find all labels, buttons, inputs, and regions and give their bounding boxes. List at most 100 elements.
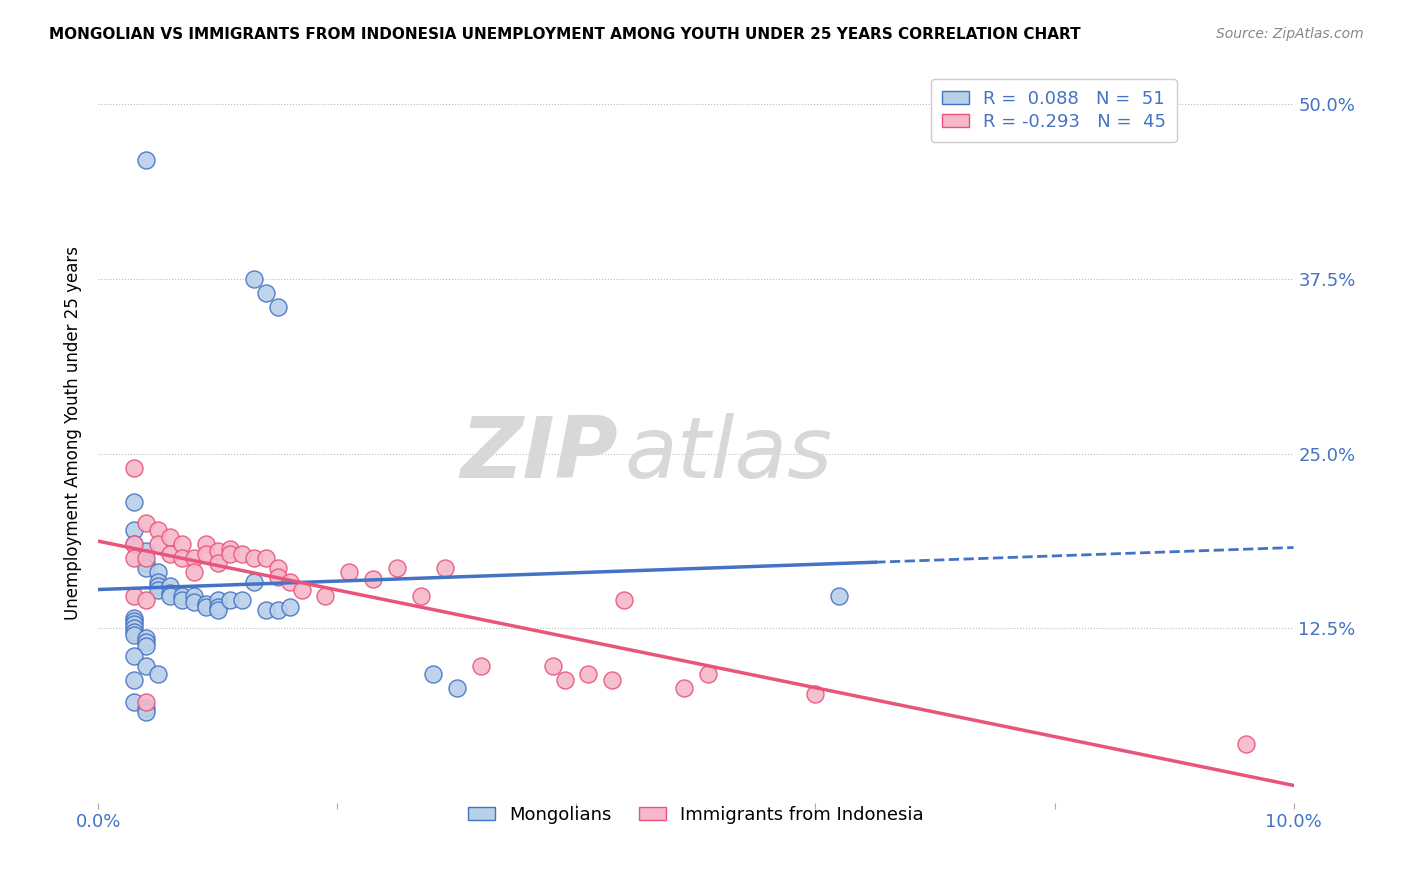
Point [172,551,194,566]
Point [135,561,157,575]
Point [231,593,253,607]
Point [159,579,181,593]
Text: MONGOLIAN VS IMMIGRANTS FROM INDONESIA UNEMPLOYMENT AMONG YOUTH UNDER 25 YEARS C: MONGOLIAN VS IMMIGRANTS FROM INDONESIA U… [49,27,1081,42]
Point [135,593,157,607]
Point [135,631,157,645]
Point [385,561,409,575]
Point [159,547,181,561]
Point [124,649,146,664]
Point [315,589,337,603]
Point [697,667,720,681]
Point [159,589,181,603]
Point [124,524,146,538]
Point [446,681,468,696]
Point [267,561,290,575]
Point [183,551,205,566]
Point [124,695,146,709]
Text: Source: ZipAtlas.com: Source: ZipAtlas.com [1216,27,1364,41]
Point [207,593,229,607]
Point [541,659,564,673]
Point [124,625,146,640]
Point [172,593,194,607]
Point [207,603,229,617]
Point [243,575,266,590]
Point [470,659,492,673]
Text: atlas: atlas [624,413,832,496]
Point [148,575,170,590]
Point [243,551,266,566]
Point [673,681,696,696]
Point [183,566,205,580]
Point [422,667,444,681]
Point [183,594,205,608]
Point [183,589,205,603]
Point [1234,737,1257,751]
Point [219,547,242,561]
Point [219,541,242,556]
Point [124,589,146,603]
Point [267,569,290,583]
Point [172,537,194,551]
Point [578,667,600,681]
Point [828,589,851,603]
Point [243,272,266,286]
Point [148,667,170,681]
Point [135,695,157,709]
Point [135,544,157,558]
Point [195,537,218,551]
Point [172,589,194,603]
Point [278,600,301,615]
Point [231,547,253,561]
Point [613,593,636,607]
Point [124,621,146,635]
Point [135,701,157,715]
Y-axis label: Unemployment Among Youth under 25 years: Unemployment Among Youth under 25 years [65,245,83,620]
Point [804,687,827,701]
Point [124,495,146,509]
Point [124,460,146,475]
Point [135,640,157,654]
Legend: Mongolians, Immigrants from Indonesia: Mongolians, Immigrants from Indonesia [461,798,931,830]
Point [195,598,218,612]
Point [135,556,157,570]
Point [124,611,146,625]
Point [135,516,157,531]
Point [254,285,277,300]
Point [219,593,242,607]
Point [207,544,229,558]
Point [135,659,157,673]
Point [207,556,229,570]
Point [434,561,457,575]
Point [124,628,146,642]
Point [124,617,146,632]
Point [124,673,146,687]
Point [148,537,170,551]
Point [267,603,290,617]
Point [124,537,146,551]
Point [267,300,290,314]
Point [207,600,229,615]
Point [291,583,314,598]
Point [159,530,181,544]
Point [254,551,277,566]
Point [339,566,361,580]
Point [159,586,181,600]
Point [124,551,146,566]
Point [135,635,157,649]
Point [135,705,157,719]
Point [148,524,170,538]
Point [278,575,301,590]
Text: ZIP: ZIP [461,413,619,496]
Point [195,600,218,615]
Point [148,583,170,598]
Point [411,589,433,603]
Point [124,614,146,628]
Point [554,673,576,687]
Point [124,537,146,551]
Point [195,547,218,561]
Point [363,572,385,586]
Point [148,566,170,580]
Point [135,153,157,168]
Point [148,579,170,593]
Point [135,551,157,566]
